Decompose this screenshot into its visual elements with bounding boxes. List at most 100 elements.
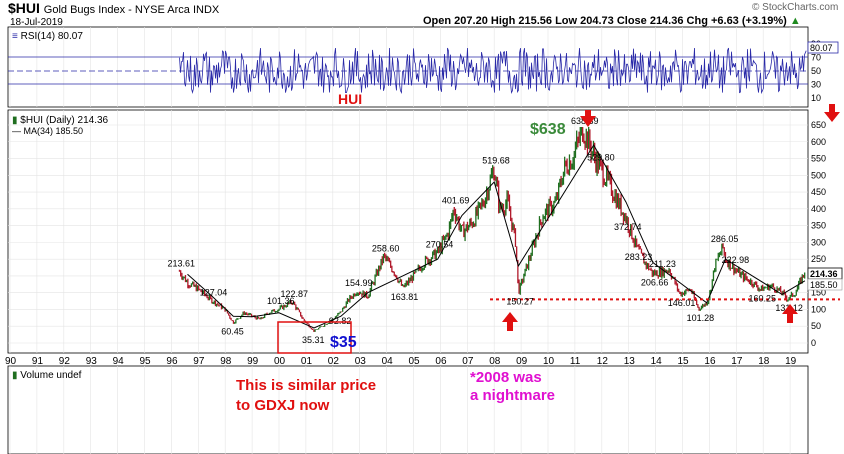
x-tick-label: 90 bbox=[5, 356, 17, 367]
x-tick-label: 15 bbox=[678, 356, 690, 367]
volume-icon: ▮ bbox=[12, 370, 20, 381]
up-arrow-2008-stem bbox=[507, 322, 513, 331]
x-tick-label: 11 bbox=[570, 356, 581, 367]
volume-legend: ▮ Volume undef bbox=[12, 370, 82, 381]
price-tick-label: 100 bbox=[811, 304, 826, 314]
stockcharts-brand: © StockCharts.com bbox=[752, 2, 839, 13]
price-point-label: 529.80 bbox=[587, 152, 615, 162]
price-axis: 650600550500450400350300250200150100500 bbox=[811, 120, 826, 348]
volume-legend-text: Volume undef bbox=[20, 370, 81, 381]
price-tick-label: 150 bbox=[811, 288, 826, 298]
ohlc-readout: Open 207.20 High 215.56 Low 204.73 Close… bbox=[423, 15, 801, 27]
x-tick-label: 07 bbox=[462, 356, 474, 367]
price-tick-label: 0 bbox=[811, 338, 816, 348]
up-arrow-2019-stem bbox=[787, 314, 793, 323]
up-arrow-2008-icon bbox=[502, 312, 518, 322]
x-tick-label: 93 bbox=[86, 356, 98, 367]
price-legend: ▮ $HUI (Daily) 214.36 bbox=[12, 115, 109, 126]
x-tick-label: 09 bbox=[516, 356, 528, 367]
ohlc-values: Open 207.20 High 215.56 Low 204.73 Close… bbox=[423, 15, 787, 27]
symbol: $HUI bbox=[8, 0, 40, 16]
price-point-label: 286.05 bbox=[711, 234, 739, 244]
price-point-label: 160.25 bbox=[749, 293, 777, 303]
scale-down-arrow-stem bbox=[829, 104, 835, 112]
x-tick-label: 01 bbox=[301, 356, 313, 367]
price-badge: 214.36 bbox=[810, 269, 838, 279]
rsi-grid bbox=[9, 27, 791, 107]
x-tick-label: 99 bbox=[247, 356, 259, 367]
x-tick-label: 96 bbox=[166, 356, 178, 367]
x-tick-label: 14 bbox=[651, 356, 663, 367]
x-tick-label: 08 bbox=[489, 356, 501, 367]
price-point-label: 283.23 bbox=[625, 252, 653, 262]
rsi-legend: ≡ RSI(14) 80.07 bbox=[12, 31, 83, 42]
up-arrow-2019-icon bbox=[782, 304, 798, 314]
price-point-label: 258.60 bbox=[372, 243, 400, 253]
price-point-label: 60.45 bbox=[221, 327, 244, 337]
x-tick-label: 18 bbox=[758, 356, 770, 367]
price-point-label: 401.69 bbox=[442, 195, 470, 205]
x-tick-label: 95 bbox=[140, 356, 152, 367]
price-point-label: 101.36 bbox=[267, 296, 295, 306]
price-tick-label: 50 bbox=[811, 321, 821, 331]
price-point-label: 122.87 bbox=[280, 289, 308, 299]
x-tick-label: 98 bbox=[220, 356, 232, 367]
price-point-label: 211.23 bbox=[649, 259, 676, 269]
price-point-label: 146.01 bbox=[668, 298, 696, 308]
price-tick-label: 300 bbox=[811, 237, 826, 247]
x-tick-label: 13 bbox=[624, 356, 636, 367]
x-tick-label: 03 bbox=[355, 356, 367, 367]
price-point-label: 150.27 bbox=[506, 297, 534, 307]
x-tick-label: 94 bbox=[113, 356, 125, 367]
nightmare-note-line-1: *2008 was bbox=[470, 369, 542, 386]
x-tick-label: 05 bbox=[409, 356, 421, 367]
price-point-label: 35.31 bbox=[302, 335, 325, 345]
x-tick-label: 02 bbox=[328, 356, 340, 367]
ma-badge: 185.50 bbox=[810, 280, 838, 290]
x-tick-label: 92 bbox=[59, 356, 71, 367]
rsi-line bbox=[179, 47, 807, 95]
x-tick-label: 16 bbox=[704, 356, 716, 367]
gdxj-note-line-2: to GDXJ now bbox=[236, 397, 330, 414]
x-tick-label: 00 bbox=[274, 356, 286, 367]
ma-legend-text: MA(34) 185.50 bbox=[24, 126, 84, 136]
price-point-label: 519.68 bbox=[482, 156, 510, 166]
price-point-label: 372.74 bbox=[614, 222, 642, 232]
x-tick-label: 91 bbox=[32, 356, 44, 367]
ma-badge-box bbox=[807, 278, 843, 291]
price-panel bbox=[7, 109, 809, 354]
price-grid bbox=[8, 110, 808, 353]
rsi-hui-annotation: HUI bbox=[338, 91, 362, 107]
rsi-value-badge-box bbox=[807, 41, 839, 54]
price-point-label: 101.28 bbox=[687, 313, 715, 323]
rsi-legend-text: RSI(14) 80.07 bbox=[21, 31, 84, 42]
price-icon: ▮ bbox=[12, 115, 20, 126]
peak-down-arrow-stem bbox=[585, 110, 591, 116]
low-annotation: $35 bbox=[330, 334, 357, 351]
price-tick-label: 250 bbox=[811, 254, 826, 264]
x-tick-label: 10 bbox=[543, 356, 555, 367]
price-point-label: 127.04 bbox=[200, 287, 228, 297]
x-tick-label: 97 bbox=[193, 356, 205, 367]
index-name: Gold Bugs Index - NYSE Arca INDX bbox=[43, 4, 220, 16]
symbol-title: $HUI Gold Bugs Index - NYSE Arca INDX bbox=[8, 0, 219, 16]
nightmare-note-line-2: a nightmare bbox=[470, 387, 556, 404]
x-axis: 90 91 92 93 94 95 96 97 98 99 00 01 02 03 04 05 06 07 08 09… bbox=[5, 356, 797, 367]
price-point-label: 222.98 bbox=[722, 255, 750, 265]
rsi-tick-label: 70 bbox=[811, 53, 821, 63]
volume-panel bbox=[7, 365, 809, 454]
price-tick-label: 500 bbox=[811, 170, 826, 180]
price-tick-label: 400 bbox=[811, 204, 826, 214]
up-arrow-icon: ▲ bbox=[789, 15, 801, 27]
ma-icon: — bbox=[12, 126, 24, 136]
rsi-icon: ≡ bbox=[12, 31, 21, 42]
x-tick-label: 04 bbox=[382, 356, 394, 367]
price-point-label: 213.61 bbox=[167, 258, 195, 268]
price-tick-label: 450 bbox=[811, 187, 826, 197]
price-point-label: 154.99 bbox=[345, 278, 373, 288]
chart-date: 18-Jul-2019 bbox=[10, 17, 63, 28]
price-point-label: 206.66 bbox=[641, 278, 669, 288]
price-tick-label: 350 bbox=[811, 221, 826, 231]
price-point-label: 163.81 bbox=[391, 292, 419, 302]
